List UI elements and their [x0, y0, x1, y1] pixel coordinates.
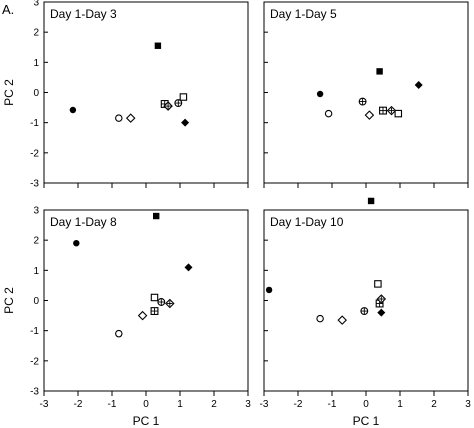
filled-circle-marker: [69, 106, 77, 114]
x-tick-label: -3: [260, 399, 269, 410]
x-tick-label: 3: [245, 399, 251, 410]
panel-title: Day 1-Day 8: [50, 215, 117, 229]
filled-square-marker: [153, 212, 160, 220]
open-circle-marker: [316, 314, 324, 323]
y-tick-label: 3: [33, 0, 39, 9]
filled-circle-marker: [265, 286, 273, 294]
y-tick-label: 1: [33, 58, 39, 69]
x-tick-label: 0: [363, 399, 369, 410]
open-square-marker: [179, 93, 188, 101]
x-tick-label: 2: [431, 399, 437, 410]
scatter-panel-1: -3 -2 -1 0 1 2 3 Day 1-Day 3 PC 2: [2, 0, 249, 190]
x-tick-label: 1: [397, 399, 403, 410]
filled-diamond-marker: [184, 263, 193, 272]
open-square-marker: [374, 280, 382, 288]
filled-circle-marker: [316, 90, 324, 98]
panel-title: Day 1-Day 3: [50, 7, 117, 21]
x-tick-label: 1: [177, 399, 183, 410]
y-tick-label: -2: [30, 356, 39, 367]
y-tick-label: -1: [30, 118, 39, 129]
plot-frame: [43, 209, 249, 392]
open-diamond-marker: [364, 110, 375, 120]
y-tick-label: -1: [30, 326, 39, 337]
x-tick-label: -2: [74, 399, 83, 410]
filled-square-marker: [376, 68, 383, 75]
open-diamond-marker: [125, 113, 136, 123]
scatter-panel-3: -3 -2 -1 0 1 2 3 -3 -2 -1 0 1 2 3 Day 1-Day 8 PC 2 PC 1: [2, 206, 251, 428]
y-tick-label: 2: [33, 236, 39, 247]
y-tick-label: 0: [33, 296, 39, 307]
y-tick-label: 1: [33, 266, 39, 277]
plot-frame: [263, 209, 469, 392]
x-tick-label: -3: [40, 399, 49, 410]
scatter-panel-4: -3 -2 -1 0 1 2 3 Day 1-Day 10 PC 1: [260, 197, 471, 428]
x-tick-label: -1: [328, 399, 337, 410]
y-tick-label: 2: [33, 28, 39, 39]
filled-diamond-marker: [414, 80, 423, 89]
open-diamond-marker: [337, 315, 347, 325]
x-tick-label: -1: [108, 399, 117, 410]
plot-frame: [43, 1, 249, 184]
open-circle-marker: [115, 329, 123, 338]
open-diamond-marker: [137, 310, 148, 321]
y-tick-label: -2: [30, 148, 39, 159]
filled-square-marker: [154, 42, 162, 49]
x-tick-label: 3: [465, 399, 471, 410]
plot-frame: [263, 1, 469, 184]
filled-diamond-marker: [377, 308, 386, 317]
panel-title: Day 1-Day 5: [270, 7, 337, 21]
y-tick-label: -3: [30, 179, 39, 190]
x-tick-label: -2: [294, 399, 303, 410]
x-axis-label: PC 1: [353, 414, 380, 428]
filled-diamond-marker: [181, 118, 190, 127]
open-circle-marker: [115, 114, 123, 122]
open-square-marker: [394, 109, 403, 118]
y-tick-label: 3: [33, 206, 39, 217]
filled-circle-marker: [73, 239, 80, 247]
open-circle-marker: [324, 109, 333, 118]
open-square-marker: [150, 293, 159, 302]
y-axis-label: PC 2: [2, 79, 16, 106]
y-axis-label: PC 2: [2, 287, 16, 314]
panel-title: Day 1-Day 10: [270, 215, 344, 229]
figure-label: A.: [2, 2, 14, 17]
y-tick-label: -3: [30, 387, 39, 398]
x-axis-label: PC 1: [133, 414, 160, 428]
x-tick-label: 2: [211, 399, 217, 410]
scatter-panel-2: Day 1-Day 5: [263, 1, 469, 188]
y-tick-label: 0: [33, 88, 39, 99]
filled-square-marker: [367, 197, 375, 205]
x-tick-label: 0: [143, 399, 149, 410]
